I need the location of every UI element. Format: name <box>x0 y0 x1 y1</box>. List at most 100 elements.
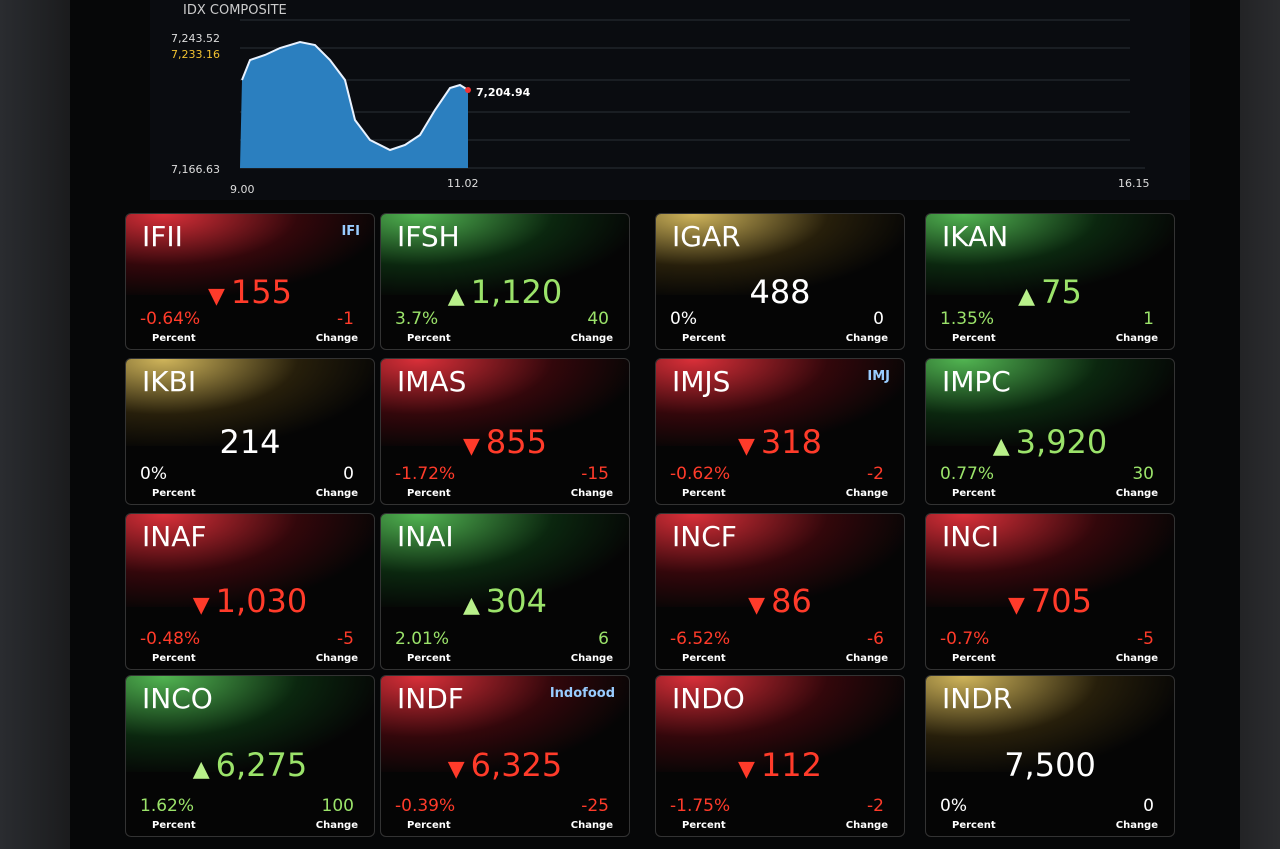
tile-glow <box>126 514 374 607</box>
price: 214 <box>219 422 281 461</box>
percent-label: Percent <box>952 333 996 344</box>
price: 112 <box>760 746 822 785</box>
price: 488 <box>749 273 811 312</box>
stock-tile: IMAS ▼ 855 -1.72% -15 Percent Change <box>380 358 630 505</box>
ticker: INDF <box>397 682 464 715</box>
index-chart: IDX COMPOSITE 7,243.52 7,233.16 7,166.63… <box>150 0 1190 200</box>
change-value: 0 <box>343 464 354 484</box>
stock-tile: INDO ▼ 112 -1.75% -2 Percent Change <box>655 675 905 837</box>
percent-value: 2.01% <box>395 629 450 649</box>
price-row: 214 <box>126 423 374 461</box>
stock-tile: INAI ▲ 304 2.01% 6 Percent Change <box>380 513 630 670</box>
price: 318 <box>760 422 822 461</box>
percent-label: Percent <box>152 488 196 499</box>
price: 75 <box>1041 273 1082 312</box>
company-logo: IMJ <box>867 369 890 384</box>
change-label: Change <box>845 653 888 664</box>
ticker: INAF <box>142 520 207 553</box>
percent-value: -0.48% <box>140 629 201 649</box>
change-label: Change <box>570 488 613 499</box>
ticker: IGAR <box>672 220 741 253</box>
percent-value: 1.62% <box>140 796 195 816</box>
percent-label: Percent <box>407 820 451 831</box>
stock-tile: INDF Indofood ▼ 6,325 -0.39% -25 Percent Change <box>380 675 630 837</box>
trend-arrow: ▼ <box>192 593 210 619</box>
ticker: IMPC <box>942 365 1011 398</box>
grid <box>240 19 1145 169</box>
price-row: ▼ 86 <box>656 582 904 620</box>
change-label: Change <box>1115 488 1158 499</box>
percent-value: 3.7% <box>395 309 439 329</box>
stock-tile: IFSH ▲ 1,120 3.7% 40 Percent Change <box>380 213 630 350</box>
percent-value: -0.39% <box>395 796 456 816</box>
price: 705 <box>1030 582 1092 621</box>
price: 304 <box>485 582 547 621</box>
last-point <box>465 87 471 93</box>
ticker: INDR <box>942 682 1013 715</box>
company-logo: IFI <box>341 224 360 239</box>
stock-tile: INAF ▼ 1,030 -0.48% -5 Percent Change <box>125 513 375 670</box>
ticker: INDO <box>672 682 745 715</box>
ticker: IMAS <box>397 365 467 398</box>
ticker: IMJS <box>672 365 731 398</box>
percent-value: -1.75% <box>670 796 731 816</box>
tile-glow <box>656 514 904 607</box>
change-value: -25 <box>581 796 609 816</box>
percent-label: Percent <box>152 653 196 664</box>
price-row: ▲ 75 <box>926 273 1174 311</box>
percent-value: 0% <box>670 309 697 329</box>
ticker: INCI <box>942 520 1000 553</box>
percent-label: Percent <box>407 333 451 344</box>
tile-glow <box>926 214 1174 295</box>
trend-arrow: ▼ <box>1008 593 1025 619</box>
percent-label: Percent <box>952 653 996 664</box>
open-label: 7,233.16 <box>171 48 220 61</box>
change-value: -5 <box>337 629 354 649</box>
percent-value: 0% <box>940 796 967 816</box>
change-label: Change <box>1115 820 1158 831</box>
change-label: Change <box>845 820 888 831</box>
percent-value: -0.62% <box>670 464 731 484</box>
stock-tile: INCI ▼ 705 -0.7% -5 Percent Change <box>925 513 1175 670</box>
stock-tile: IKBI 214 0% 0 Percent Change <box>125 358 375 505</box>
price-row: ▲ 304 <box>381 582 629 620</box>
price-row: ▼ 1,030 <box>126 582 374 620</box>
percent-value: 1.35% <box>940 309 995 329</box>
ticker: IFSH <box>397 220 460 253</box>
price: 6,325 <box>470 746 563 785</box>
percent-value: 0.77% <box>940 464 995 484</box>
stock-tile: IMJS IMJ ▼ 318 -0.62% -2 Percent Change <box>655 358 905 505</box>
price-row: ▼ 112 <box>656 746 904 784</box>
tile-glow <box>126 359 374 446</box>
change-value: 0 <box>873 309 884 329</box>
high-label: 7,243.52 <box>171 32 220 45</box>
percent-value: -1.72% <box>395 464 456 484</box>
stock-tile: IMPC ▲ 3,920 0.77% 30 Percent Change <box>925 358 1175 505</box>
price: 1,030 <box>215 582 308 621</box>
change-value: 1 <box>1143 309 1154 329</box>
tile-glow <box>656 214 904 295</box>
index-line <box>241 40 469 152</box>
tile-glow <box>926 359 1174 446</box>
index-title: IDX COMPOSITE <box>183 3 287 18</box>
tile-glow <box>381 676 629 772</box>
index-area <box>240 42 468 168</box>
price-row: ▼ 155 <box>126 273 374 311</box>
trend-arrow: ▲ <box>1018 284 1036 310</box>
change-label: Change <box>315 488 358 499</box>
price-row: ▲ 6,275 <box>126 746 374 784</box>
change-label: Change <box>1115 653 1158 664</box>
change-value: -2 <box>867 796 884 816</box>
ticker: IKAN <box>942 220 1009 253</box>
change-value: -6 <box>867 629 884 649</box>
change-label: Change <box>1115 333 1158 344</box>
percent-label: Percent <box>407 488 451 499</box>
change-label: Change <box>570 653 613 664</box>
display-board: IDX COMPOSITE 7,243.52 7,233.16 7,166.63… <box>70 0 1240 849</box>
change-label: Change <box>570 333 613 344</box>
trend-arrow: ▼ <box>208 284 225 310</box>
percent-value: -0.7% <box>940 629 990 649</box>
percent-label: Percent <box>407 653 451 664</box>
price: 7,500 <box>1004 746 1096 785</box>
